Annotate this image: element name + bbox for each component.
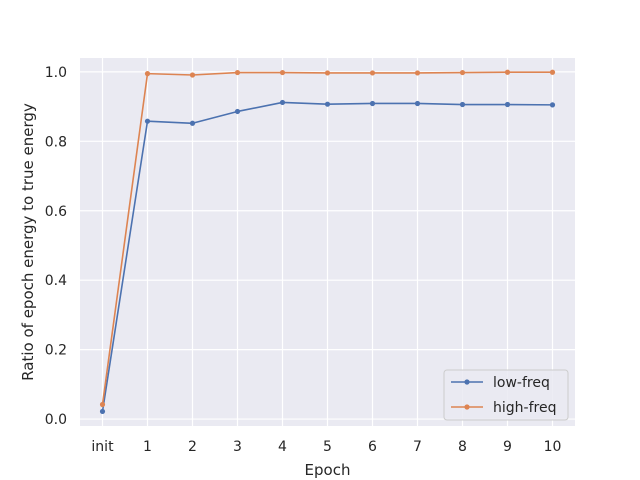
x-axis-label: Epoch bbox=[305, 461, 351, 479]
data-point-high-freq bbox=[99, 401, 106, 408]
data-point-low-freq bbox=[279, 99, 286, 106]
x-tick-label: 7 bbox=[413, 439, 422, 455]
data-point-low-freq bbox=[459, 101, 466, 108]
data-point-low-freq bbox=[324, 101, 331, 107]
x-axis-ticks: init 1 2 3 4 5 6 7 8 9 10 bbox=[91, 439, 561, 455]
data-point-high-freq bbox=[459, 69, 466, 76]
x-tick-label: 3 bbox=[233, 439, 242, 455]
data-point-low-freq bbox=[369, 100, 376, 107]
legend-label: high-freq bbox=[493, 400, 556, 416]
data-point-low-freq bbox=[549, 102, 556, 108]
x-tick-label: 1 bbox=[143, 439, 152, 455]
data-point-high-freq bbox=[234, 69, 241, 76]
y-axis-label: Ratio of epoch energy to true energy bbox=[19, 103, 37, 381]
data-point-high-freq bbox=[369, 70, 376, 76]
data-point-high-freq bbox=[504, 69, 511, 75]
x-tick-label: init bbox=[91, 439, 114, 455]
x-tick-label: 4 bbox=[278, 439, 287, 455]
y-tick-label: 0.8 bbox=[45, 134, 67, 150]
data-point-low-freq bbox=[99, 408, 106, 415]
x-tick-label: 9 bbox=[503, 439, 512, 455]
y-axis-ticks: 0.0 0.2 0.4 0.6 0.8 1.0 bbox=[45, 65, 67, 428]
y-tick-label: 0.6 bbox=[45, 204, 67, 220]
data-point-low-freq bbox=[189, 120, 196, 126]
x-tick-label: 6 bbox=[368, 439, 377, 455]
data-point-high-freq bbox=[279, 69, 286, 76]
x-tick-label: 10 bbox=[544, 439, 562, 455]
x-tick-label: 5 bbox=[323, 439, 332, 455]
data-point-high-freq bbox=[189, 72, 196, 78]
data-point-high-freq bbox=[549, 69, 556, 75]
data-point-low-freq bbox=[234, 108, 241, 115]
legend-marker-low-freq bbox=[464, 379, 470, 385]
y-tick-label: 1.0 bbox=[45, 65, 67, 81]
data-point-low-freq bbox=[144, 118, 151, 124]
y-tick-label: 0.0 bbox=[45, 412, 67, 428]
legend: low-freq high-freq bbox=[443, 369, 569, 421]
data-point-high-freq bbox=[144, 71, 151, 77]
series-layer bbox=[99, 69, 556, 415]
y-tick-label: 0.2 bbox=[45, 343, 67, 359]
legend-marker-high-freq bbox=[464, 404, 470, 410]
data-point-high-freq bbox=[414, 70, 421, 76]
legend-label: low-freq bbox=[493, 375, 550, 391]
data-point-low-freq bbox=[414, 100, 421, 107]
x-tick-label: 8 bbox=[458, 439, 467, 455]
x-tick-label: 2 bbox=[188, 439, 197, 455]
y-tick-label: 0.4 bbox=[45, 273, 67, 289]
data-point-high-freq bbox=[324, 70, 331, 76]
data-point-low-freq bbox=[504, 101, 511, 108]
